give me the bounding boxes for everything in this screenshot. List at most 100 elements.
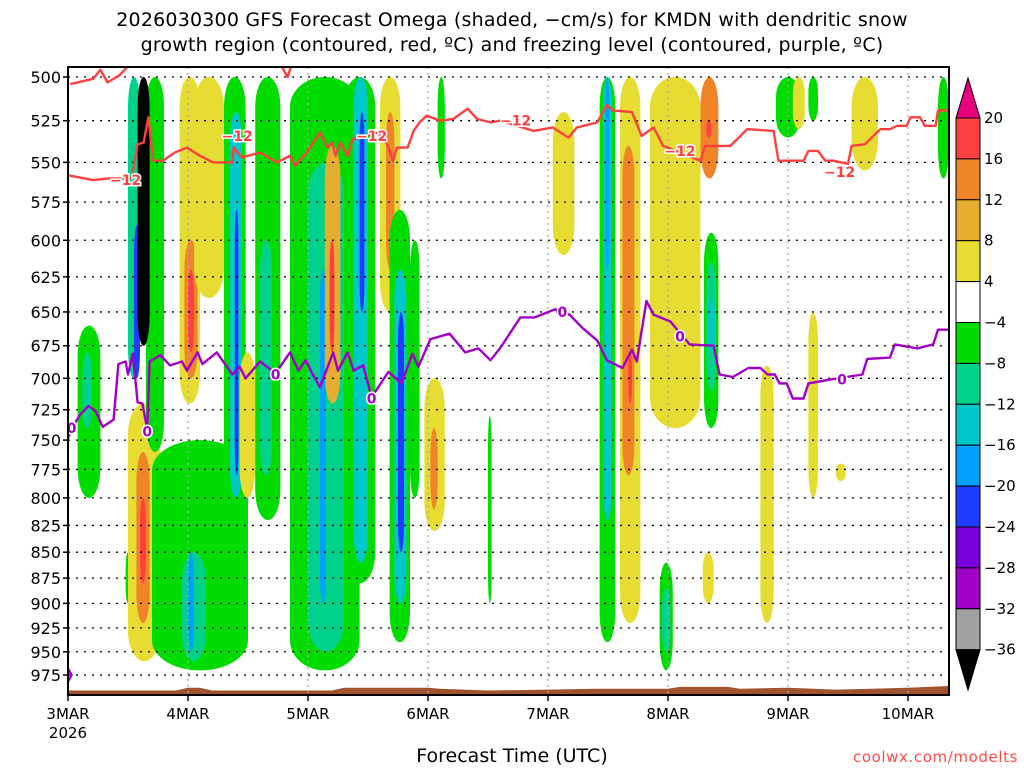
omega-region (320, 269, 326, 604)
omega-region (234, 209, 239, 476)
x-tick-label: 4MAR (166, 705, 209, 723)
contour-label: 0 (675, 329, 685, 345)
omega-region (146, 77, 164, 452)
omega-region (851, 77, 878, 171)
omega-region (430, 428, 438, 510)
omega-region (707, 298, 715, 353)
omega-region (808, 77, 818, 121)
contour-label: 0 (142, 425, 152, 441)
x-tick-label: 5MAR (286, 705, 329, 723)
y-tick-label: 725 (30, 401, 61, 420)
x-tick-label: 10MAR (882, 705, 935, 723)
x-axis-label: Forecast Time (UTC) (416, 745, 608, 767)
omega-region (628, 352, 632, 404)
terrain-surface (68, 686, 949, 695)
colorbar-swatch (955, 526, 981, 569)
colorbar: 20 16 12 8 4 −4 −8 −12 −16 −20 −24 −28 −32 −36 (955, 76, 1016, 692)
colorbar-label: 4 (984, 273, 994, 291)
y-tick-label: 500 (30, 68, 61, 87)
omega-region (188, 269, 194, 353)
y-tick-label: 625 (30, 268, 61, 287)
contour-line (68, 668, 73, 682)
contour-label: −12 (222, 129, 253, 145)
colorbar-swatch (955, 240, 981, 283)
colorbar-swatch (955, 281, 981, 324)
colorbar-label: −8 (984, 354, 1006, 372)
colorbar-over-triangle (955, 76, 981, 119)
contour-label: 0 (558, 305, 568, 321)
omega-region (662, 588, 671, 652)
contour-line (70, 67, 129, 86)
x-tick-label: 9MAR (766, 705, 809, 723)
colorbar-swatch (955, 322, 981, 364)
x-tick-label: 8MAR (646, 705, 689, 723)
omega-region (792, 77, 805, 130)
omega-region (82, 352, 92, 429)
contour-line (68, 103, 949, 182)
y-tick-label: 675 (30, 337, 61, 356)
y-tick-label: 825 (30, 516, 61, 535)
colorbar-label: −12 (984, 395, 1016, 413)
omega-region (836, 463, 846, 481)
omega-region (650, 77, 701, 429)
colorbar-swatch (955, 485, 981, 528)
contour-line (68, 299, 949, 439)
source-credit[interactable]: coolwx.com/modelts (853, 748, 1018, 766)
ground-terrain (68, 686, 949, 695)
colorbar-label: −20 (984, 477, 1016, 495)
colorbar-label: −32 (984, 600, 1016, 618)
y-tick-label: 975 (30, 666, 61, 685)
colorbar-swatch (955, 158, 981, 201)
y-tick-label: 875 (30, 569, 61, 588)
omega-region (359, 112, 365, 312)
y-tick-label: 850 (30, 543, 61, 562)
omega-region (239, 352, 256, 498)
omega-region (140, 497, 146, 584)
omega-region (329, 240, 335, 353)
omega-region (938, 77, 949, 179)
x-tick-label: 7MAR (526, 705, 569, 723)
axes: 500 525 550 575 600 625 650 675 700 725 750 775 800 8… (30, 68, 934, 742)
omega-shading (77, 77, 949, 671)
omega-region (410, 240, 420, 498)
colorbar-swatch (955, 444, 981, 487)
omega-region (552, 112, 575, 256)
chart-title: 2026030300 GFS Forecast Omega (shaded, −… (0, 8, 1024, 58)
omega-region (398, 311, 404, 553)
omega-region (706, 120, 712, 138)
y-tick-label: 950 (30, 643, 61, 662)
y-tick-label: 775 (30, 460, 61, 479)
colorbar-swatch (955, 362, 981, 405)
colorbar-label: 8 (984, 232, 994, 250)
y-tick-label: 525 (30, 112, 61, 131)
colorbar-under-triangle (955, 649, 981, 692)
y-tick-label: 900 (30, 594, 61, 613)
colorbar-swatch (955, 567, 981, 610)
colorbar-swatch (955, 117, 981, 160)
colorbar-label: 12 (984, 191, 1003, 209)
omega-region (194, 77, 224, 299)
colorbar-swatch (955, 199, 981, 242)
y-tick-label: 925 (30, 619, 61, 638)
y-tick-label: 750 (30, 431, 61, 450)
colorbar-label: −24 (984, 518, 1016, 536)
title-line-1: 2026030300 GFS Forecast Omega (shaded, −… (116, 9, 908, 31)
contour-line (280, 67, 293, 79)
omega-region (760, 365, 774, 624)
contour-label: −12 (500, 114, 531, 130)
contour-label: 0 (367, 392, 377, 408)
title-line-2: growth region (contoured, red, ºC) and f… (140, 34, 884, 56)
omega-region (488, 415, 492, 604)
y-tick-label: 550 (30, 153, 61, 172)
omega-region (260, 240, 272, 476)
y-tick-label: 575 (30, 193, 61, 212)
y-tick-label: 800 (30, 489, 61, 508)
omega-region (605, 77, 610, 270)
contour-label: 0 (271, 367, 281, 383)
contour-label: 0 (67, 421, 77, 437)
contour-lines: −12 −12 −12 −12 −12 −12 0 0 0 0 0 0 0 (67, 67, 949, 682)
y-tick-label: 600 (30, 231, 61, 250)
colorbar-swatch (955, 403, 981, 446)
colorbar-label: −4 (984, 314, 1006, 332)
